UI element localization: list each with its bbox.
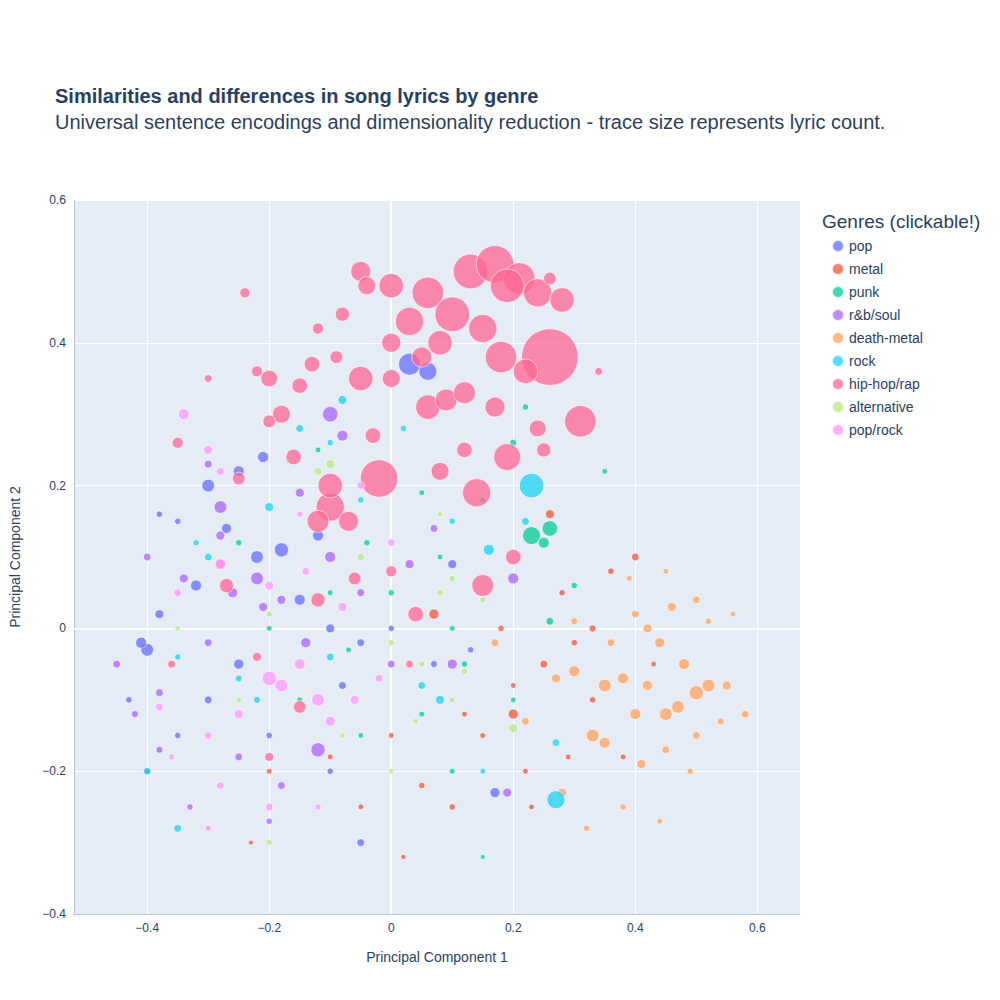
svg-text:Similarities and differences i: Similarities and differences in song lyr… (55, 85, 539, 107)
svg-text:−0.4: −0.4 (42, 907, 66, 921)
svg-text:metal: metal (849, 261, 883, 277)
svg-text:−0.2: −0.2 (257, 921, 281, 935)
svg-text:−0.2: −0.2 (42, 764, 66, 778)
svg-text:pop: pop (849, 238, 873, 254)
svg-text:rock: rock (849, 353, 876, 369)
svg-text:0.4: 0.4 (627, 921, 644, 935)
svg-text:−0.4: −0.4 (135, 921, 159, 935)
svg-text:0.2: 0.2 (505, 921, 522, 935)
svg-text:0.6: 0.6 (749, 921, 766, 935)
svg-text:0.6: 0.6 (49, 193, 66, 207)
svg-text:hip-hop/rap: hip-hop/rap (849, 376, 920, 392)
svg-text:0: 0 (59, 621, 66, 635)
svg-text:0: 0 (388, 921, 395, 935)
svg-text:0.4: 0.4 (49, 336, 66, 350)
svg-text:Principal Component 1: Principal Component 1 (366, 949, 508, 965)
svg-text:Principal Component 2: Principal Component 2 (7, 486, 23, 628)
svg-text:alternative: alternative (849, 399, 914, 415)
svg-text:Universal sentence encodings a: Universal sentence encodings and dimensi… (55, 111, 885, 133)
svg-text:punk: punk (849, 284, 880, 300)
svg-text:death-metal: death-metal (849, 330, 923, 346)
svg-text:0.2: 0.2 (49, 479, 66, 493)
svg-text:pop/rock: pop/rock (849, 422, 904, 438)
svg-text:r&b/soul: r&b/soul (849, 307, 900, 323)
svg-text:Genres (clickable!): Genres (clickable!) (822, 211, 980, 232)
